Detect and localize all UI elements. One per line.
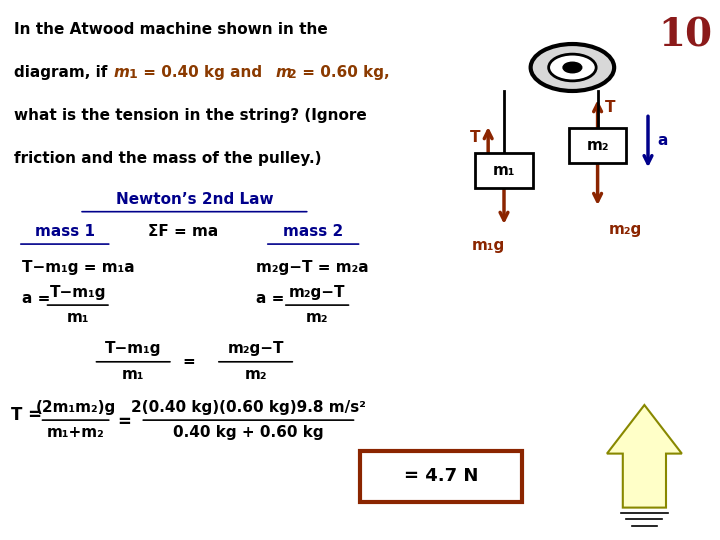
Text: 0.40 kg + 0.60 kg: 0.40 kg + 0.60 kg <box>173 425 324 440</box>
Text: T: T <box>470 130 480 145</box>
Text: m₂g−T = m₂a: m₂g−T = m₂a <box>256 260 368 275</box>
Text: what is the tension in the string? (Ignore: what is the tension in the string? (Igno… <box>14 108 367 123</box>
Text: 2(0.40 kg)(0.60 kg)9.8 m/s²: 2(0.40 kg)(0.60 kg)9.8 m/s² <box>131 400 366 415</box>
Text: a =: a = <box>256 291 289 306</box>
Text: 1: 1 <box>128 68 137 80</box>
Text: a =: a = <box>22 291 55 306</box>
Ellipse shape <box>563 62 582 73</box>
Polygon shape <box>607 405 682 508</box>
Text: diagram, if: diagram, if <box>14 65 113 80</box>
Text: 10: 10 <box>659 16 713 54</box>
Text: m₁: m₁ <box>122 367 145 382</box>
Text: m₂g: m₂g <box>608 222 642 237</box>
Text: T =: T = <box>11 406 48 424</box>
Text: T−m₁g: T−m₁g <box>50 285 106 300</box>
Text: (2m₁m₂)g: (2m₁m₂)g <box>35 400 116 415</box>
Text: m₁: m₁ <box>66 310 89 325</box>
Text: m₂g−T: m₂g−T <box>228 341 284 356</box>
Text: 2: 2 <box>288 68 297 80</box>
Text: = 0.60 kg,: = 0.60 kg, <box>297 65 390 80</box>
Text: mass 2: mass 2 <box>283 224 343 239</box>
FancyBboxPatch shape <box>569 128 626 163</box>
Text: mass 1: mass 1 <box>35 224 95 239</box>
Text: m₂: m₂ <box>305 310 328 325</box>
Text: ΣF = ma: ΣF = ma <box>148 224 219 239</box>
Text: a: a <box>657 133 667 148</box>
Text: =: = <box>182 354 195 369</box>
Text: m₁+m₂: m₁+m₂ <box>47 425 104 440</box>
Text: m₁g: m₁g <box>472 238 505 253</box>
Text: = 0.40 kg and: = 0.40 kg and <box>138 65 268 80</box>
Text: m₂: m₂ <box>244 367 267 382</box>
FancyBboxPatch shape <box>360 451 522 502</box>
Text: T: T <box>606 100 616 116</box>
Text: m₂g−T: m₂g−T <box>289 285 345 300</box>
Text: m₁: m₁ <box>492 163 516 178</box>
Text: m: m <box>275 65 291 80</box>
Text: T−m₁g = m₁a: T−m₁g = m₁a <box>22 260 134 275</box>
Ellipse shape <box>531 44 614 91</box>
Text: =: = <box>117 413 131 430</box>
Text: In the Atwood machine shown in the: In the Atwood machine shown in the <box>14 22 328 37</box>
Text: m₂: m₂ <box>586 138 609 153</box>
Text: m: m <box>114 65 130 80</box>
Text: = 4.7 N: = 4.7 N <box>404 467 479 485</box>
Text: friction and the mass of the pulley.): friction and the mass of the pulley.) <box>14 151 322 166</box>
Ellipse shape <box>549 54 596 81</box>
Text: Newton’s 2nd Law: Newton’s 2nd Law <box>116 192 273 207</box>
FancyBboxPatch shape <box>475 152 533 187</box>
Text: T−m₁g: T−m₁g <box>105 341 161 356</box>
